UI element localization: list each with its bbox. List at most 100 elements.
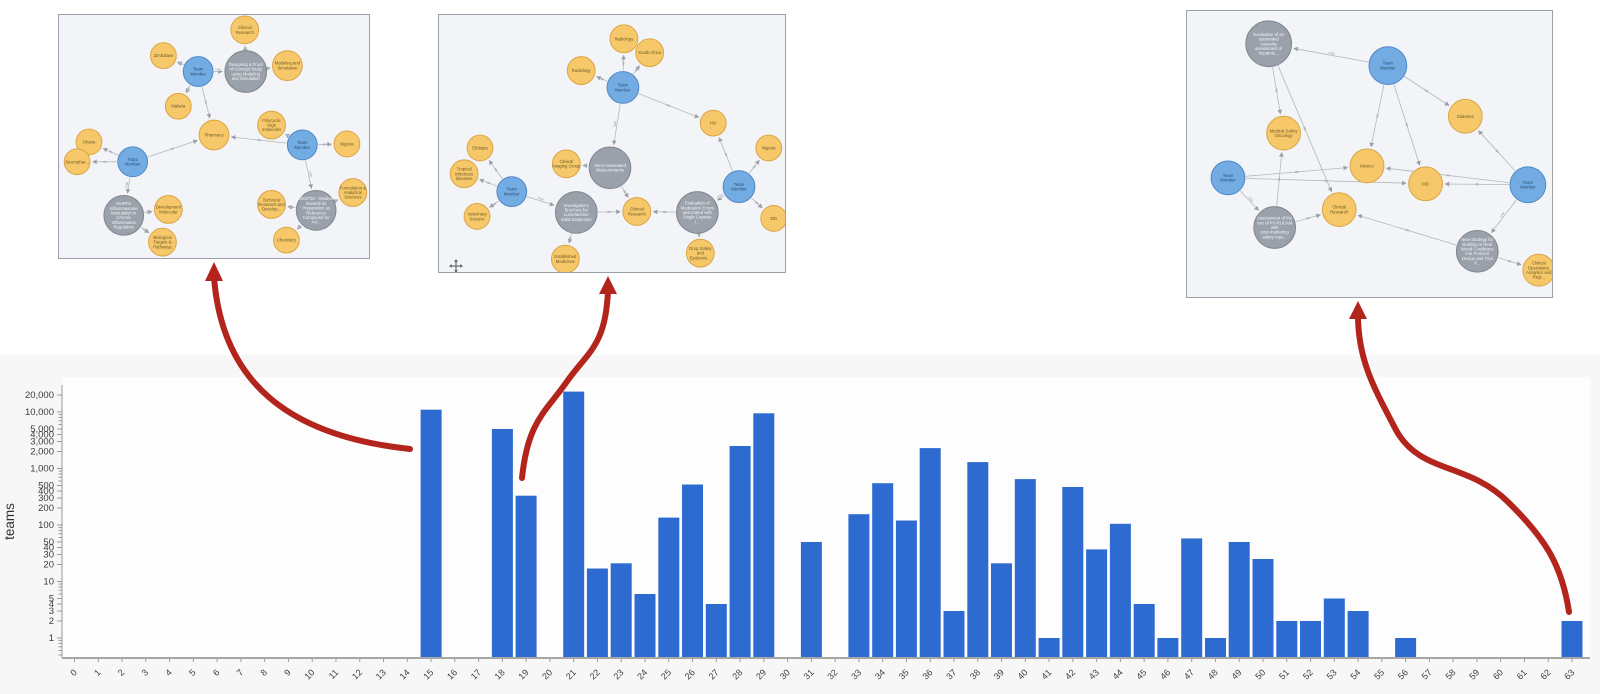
graph-node-topic[interactable]: Malaria	[164, 92, 192, 120]
graph-node-topic[interactable]: Biological Targets & Pathways	[148, 227, 177, 257]
graph-node-topic[interactable]: Drug Safety and Epidemio...	[685, 238, 715, 268]
chart-bar-50[interactable]	[1252, 559, 1274, 658]
graph-node-person[interactable]: Team Member	[286, 129, 318, 161]
graph-node-topic[interactable]: Zimbabwe	[150, 42, 177, 70]
graph-node-topic[interactable]: Development Molecular	[153, 195, 183, 224]
graph-node-topic[interactable]: Technical Research and Develop...	[257, 190, 286, 219]
chart-bar-36[interactable]	[919, 448, 941, 658]
chart-bar-35[interactable]	[895, 520, 917, 659]
graph-node-person[interactable]: Team Member	[722, 170, 756, 204]
chart-bar-26[interactable]	[682, 484, 703, 659]
chart-bar-42[interactable]	[1062, 487, 1084, 658]
network-canvas-2[interactable]: role role role Team Member Radiology South Afr…	[439, 15, 785, 272]
chart-bar-39[interactable]	[991, 563, 1012, 658]
graph-node-topic[interactable]: Polycyclic cage molecules	[257, 110, 286, 140]
chart-bar-40[interactable]	[1014, 479, 1036, 658]
graph-node-project[interactable]: NURFS Inflammasome Modulation in Chronic Inf…	[103, 195, 145, 236]
graph-node-person[interactable]: Team Member	[1210, 160, 1246, 196]
node-label: Radiology	[614, 36, 634, 41]
graph-edge	[1491, 199, 1517, 234]
graph-node-topic[interactable]: Neurophar...	[63, 148, 91, 176]
graph-node-topic[interactable]: Veterinary Science	[463, 203, 491, 230]
graph-node-topic[interactable]: Pharmacy	[198, 119, 230, 151]
graph-node-topic[interactable]: Clinical Imaging Group	[551, 149, 581, 179]
graph-node-project[interactable]: Assessment of the use of PV-RUCAM with post…	[1253, 206, 1297, 249]
graph-node-topic[interactable]: Established Medicines	[550, 244, 580, 272]
chart-bar-24[interactable]	[634, 594, 656, 658]
chart-bar-37[interactable]	[943, 611, 965, 658]
chart-bar-33[interactable]	[848, 514, 870, 658]
chart-bar-29[interactable]	[753, 413, 775, 658]
y-tick-label: 3,000	[30, 437, 54, 448]
graph-node-person[interactable]: Team Member	[1368, 46, 1408, 85]
chart-bar-21[interactable]	[563, 391, 585, 658]
graph-node-topic[interactable]: Modeling and Simulation	[272, 50, 303, 81]
graph-node-person[interactable]: Team Member	[606, 71, 640, 104]
graph-node-project[interactable]: Evaluation of an automated causality assess…	[1245, 20, 1293, 68]
graph-node-topic[interactable]: South Africa	[635, 38, 665, 68]
chart-bar-34[interactable]	[872, 483, 894, 658]
graph-node-topic[interactable]: Clinical Operations, Analytics and Regi...	[1522, 253, 1552, 287]
node-label: Veterinary Science	[467, 212, 487, 222]
chart-bar-51[interactable]	[1276, 621, 1298, 658]
graph-node-topic[interactable]: Diabetes	[1447, 98, 1483, 134]
graph-node-topic[interactable]: Chemistry	[273, 226, 300, 254]
chart-bar-52[interactable]	[1300, 621, 1321, 658]
graph-node-project[interactable]: Semi-Automated Measurements	[588, 146, 632, 190]
chart-bar-56[interactable]	[1395, 638, 1417, 658]
chart-bar-46[interactable]	[1157, 638, 1179, 658]
chart-bar-38[interactable]	[967, 462, 989, 658]
chart-bar-15[interactable]	[420, 409, 442, 658]
graph-node-project[interactable]: Evaluation of Medication Errors associated…	[676, 191, 719, 234]
chart-bar-43[interactable]	[1086, 549, 1108, 658]
chart-bar-49[interactable]	[1228, 542, 1250, 658]
graph-node-person[interactable]: Team Member	[1509, 166, 1547, 204]
chart-bar-31[interactable]	[800, 542, 822, 658]
graph-node-project[interactable]: ZES730 - Studies towards its Preparation a…	[295, 190, 337, 231]
y-tick-label: 3	[49, 606, 54, 617]
graph-node-topic[interactable]: Nigeria	[333, 130, 361, 158]
graph-node-person[interactable]: Team Member	[496, 176, 528, 208]
graph-node-topic[interactable]: Mexico	[1349, 148, 1385, 184]
graph-node-topic[interactable]: Medical Safety Oncology	[1266, 115, 1301, 151]
pan-tool-icon[interactable]	[449, 259, 463, 273]
graph-node-topic[interactable]: MD	[760, 205, 785, 232]
network-panel-3[interactable]: role role role Evaluation of an automated cau…	[1186, 10, 1553, 298]
graph-node-topic[interactable]: Ghana	[75, 128, 103, 156]
chart-bar-41[interactable]	[1038, 638, 1060, 658]
chart-bar-28[interactable]	[729, 446, 751, 658]
graph-node-topic[interactable]: Nigeria	[755, 134, 783, 162]
graph-node-topic[interactable]: HIV	[699, 109, 727, 137]
network-canvas-3[interactable]: role role role Evaluation of an automated cau…	[1187, 11, 1552, 297]
graph-node-topic[interactable]: Clinical Research	[622, 197, 652, 226]
graph-node-topic[interactable]: Clinical Research	[1321, 192, 1357, 227]
chart-bar-23[interactable]	[610, 563, 632, 658]
chart-bar-45[interactable]	[1133, 604, 1155, 658]
chart-bar-47[interactable]	[1181, 538, 1203, 658]
graph-node-project[interactable]: New Strategy for Building in Real World Co…	[1455, 229, 1499, 273]
chart-bar-54[interactable]	[1347, 611, 1369, 658]
graph-node-topic[interactable]: Tropical infectious diseases	[449, 159, 479, 189]
chart-bar-18[interactable]	[491, 429, 513, 658]
chart-bar-63[interactable]	[1561, 621, 1583, 658]
graph-node-project[interactable]: Investigator's Brochure for Lumefantrine So…	[554, 191, 598, 234]
chart-bar-44[interactable]	[1109, 523, 1131, 658]
graph-node-topic[interactable]: Ethiopia	[466, 134, 494, 162]
chart-bar-19[interactable]	[515, 495, 537, 658]
graph-node-person[interactable]: Team Member	[182, 56, 214, 87]
chart-bar-22[interactable]	[586, 568, 608, 659]
network-canvas-1[interactable]: role role role Team Member Designing a Proof o…	[59, 15, 369, 258]
network-panel-2[interactable]: role role role Team Member Radiology South Afr…	[438, 14, 786, 273]
graph-node-topic[interactable]: Radiology	[609, 24, 639, 54]
graph-node-topic[interactable]: Clinical Research	[230, 15, 260, 45]
graph-node-topic[interactable]: Radiology	[566, 56, 596, 85]
chart-bar-53[interactable]	[1323, 598, 1345, 659]
chart-bar-27[interactable]	[705, 604, 727, 658]
chart-bar-48[interactable]	[1205, 638, 1226, 658]
graph-node-project[interactable]: Designing a Proof of Concept Study using M…	[224, 50, 268, 93]
graph-node-topic[interactable]: MD	[1408, 166, 1443, 202]
graph-node-person[interactable]: Team Member	[117, 146, 149, 178]
graph-node-topic[interactable]: Formulation & Analytical Sciences	[338, 178, 368, 207]
chart-bar-25[interactable]	[658, 517, 680, 658]
network-panel-1[interactable]: role role role Team Member Designing a Proof o…	[58, 14, 370, 259]
